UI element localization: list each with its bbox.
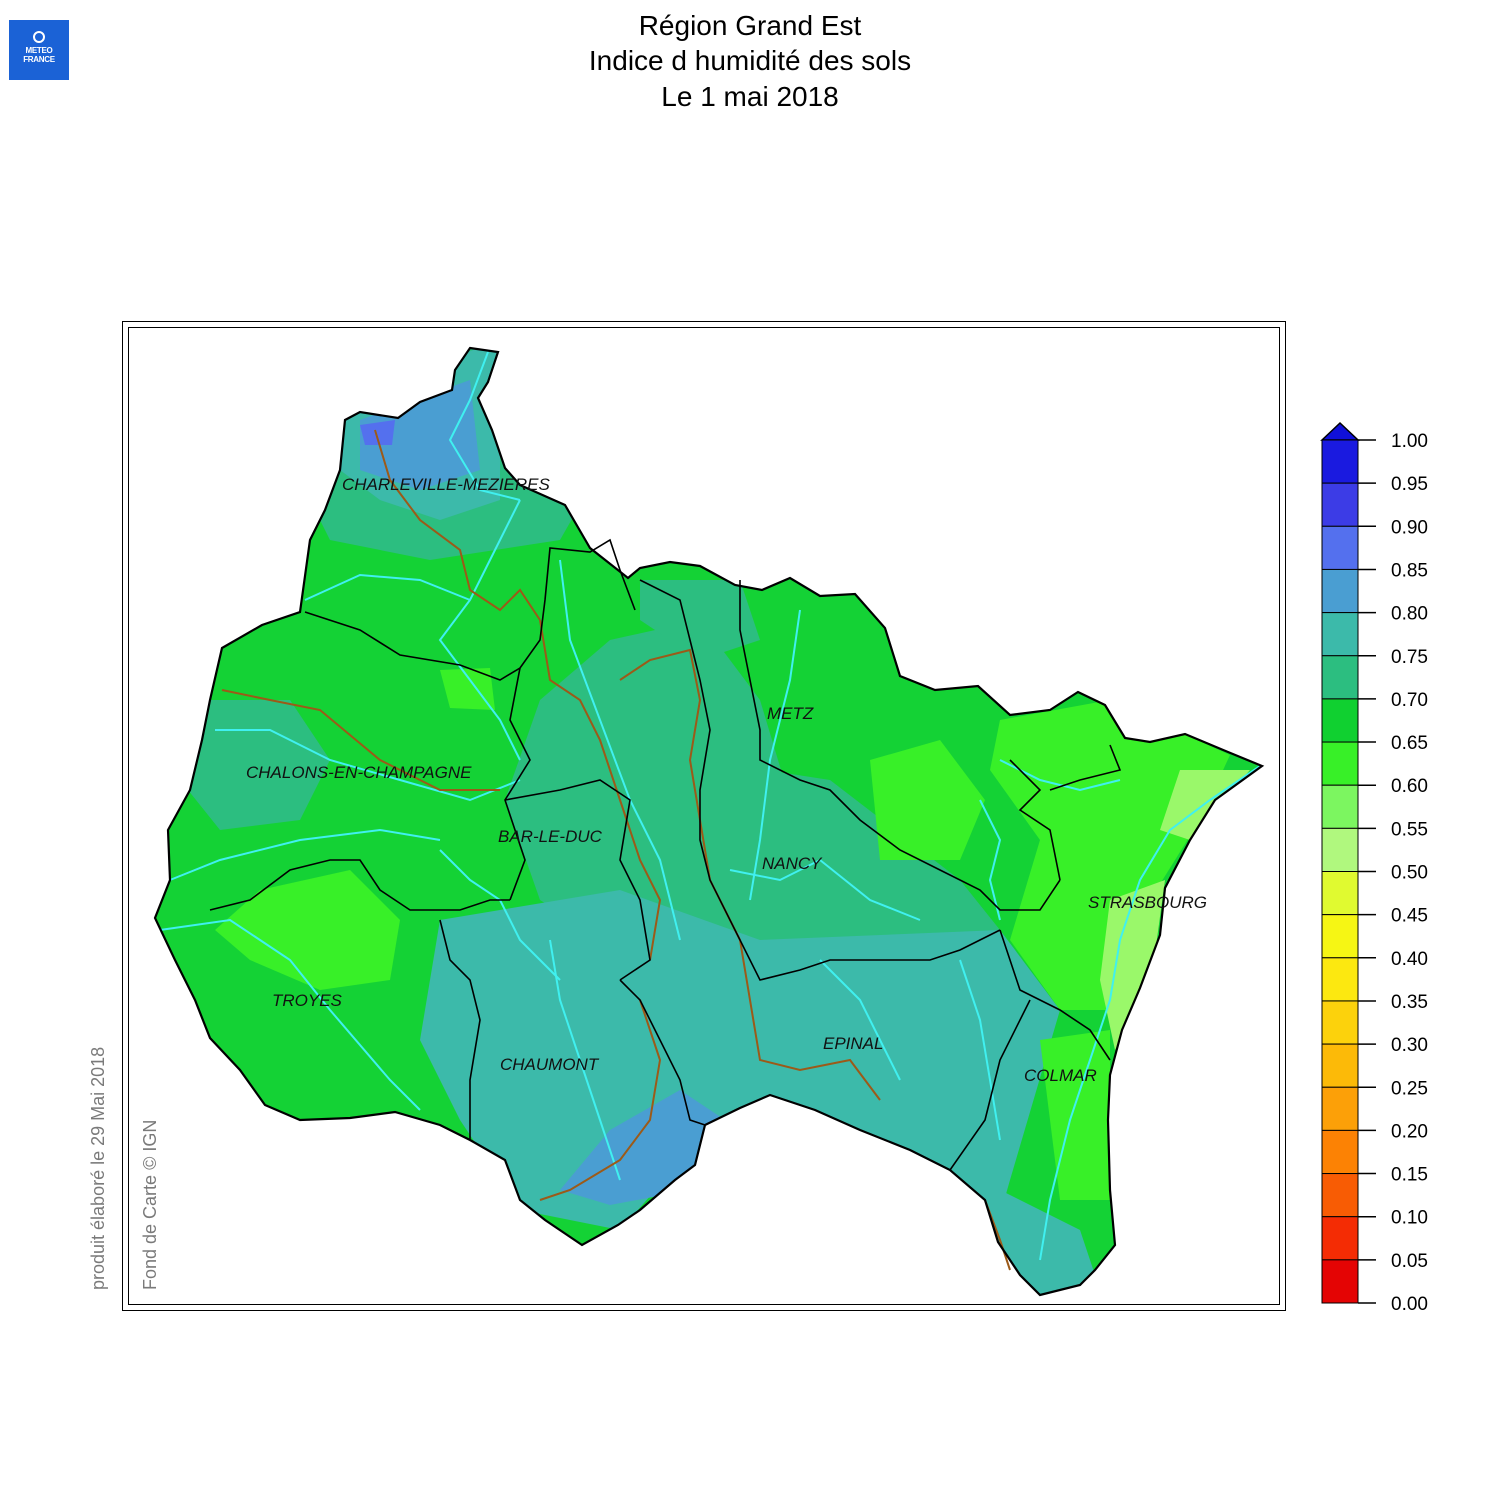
city-label: TROYES (272, 991, 343, 1010)
city-labels: CHARLEVILLE-MEZIERES METZ CHALONS-EN-CHA… (246, 475, 1207, 1085)
title-line-1: Région Grand Est (638, 10, 862, 41)
city-label: CHAUMONT (500, 1055, 600, 1074)
city-label: CHALONS-EN-CHAMPAGNE (246, 763, 472, 782)
city-label: STRASBOURG (1088, 893, 1207, 912)
logo-line-1: METEO (25, 46, 53, 55)
city-label: EPINAL (823, 1034, 883, 1053)
canals (221, 429, 1011, 1271)
title-line-2: Indice d humidité des sols (588, 45, 912, 76)
logo-line-2: FRANCE (23, 55, 55, 64)
rivers (159, 351, 1261, 1261)
city-label: NANCY (762, 854, 823, 873)
title-line-3: Le 1 mai 2018 (661, 81, 839, 112)
map-frame-inner (128, 327, 1280, 1305)
basemap-credit: Fond de Carte © IGN (140, 1119, 160, 1290)
city-label: CHARLEVILLE-MEZIERES (342, 475, 550, 494)
city-label: BAR-LE-DUC (498, 827, 603, 846)
city-label: METZ (767, 704, 814, 723)
department-borders (209, 538, 1122, 1171)
production-date-note: produit élaboré le 29 Mai 2018 (88, 1046, 108, 1290)
meteo-france-logo: METEO FRANCE (9, 20, 69, 80)
map-frame-outer (122, 321, 1286, 1311)
city-label: COLMAR (1024, 1066, 1097, 1085)
meteo-france-logo-icon (33, 31, 45, 43)
